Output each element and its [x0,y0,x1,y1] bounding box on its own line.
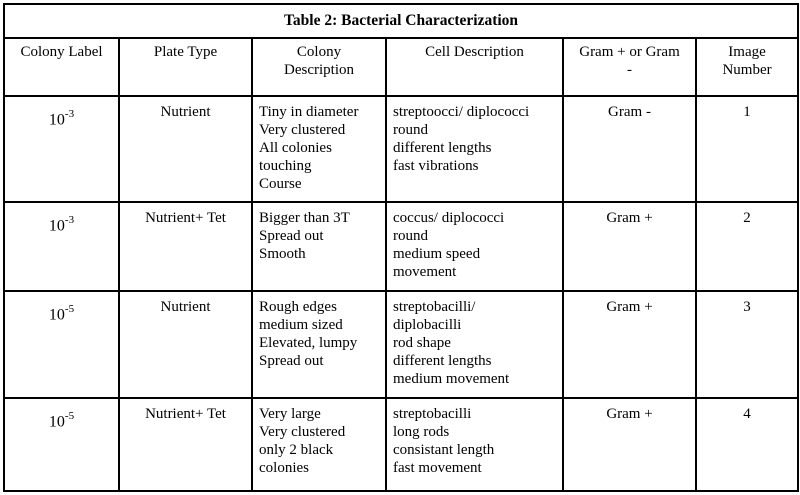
colony-description-cell: Tiny in diameter Very clustered All colo… [251,95,387,203]
cell-description-cell: streptobacilli long rods consistant leng… [385,397,564,492]
colony-description-cell: Rough edges medium sized Elevated, lumpy… [251,290,387,399]
colony-description-cell: Very large Very clustered only 2 black c… [251,397,387,492]
image-number-cell: 2 [694,201,800,292]
colony-label-cell: 10-3 [3,201,120,292]
image-number-cell: 1 [694,95,800,203]
table-row: 10-3 Nutrient+ Tet Bigger than 3T Spread… [3,201,800,292]
cell-description-cell: streptoocci/ diplococci round different … [385,95,564,203]
colony-label-cell: 10-5 [3,290,120,399]
table-header-row: Colony Label Plate Type Colony Descripti… [3,37,800,97]
table-row: 10-3 Nutrient Tiny in diameter Very clus… [3,95,800,203]
colony-label-cell: 10-5 [3,397,120,492]
bacterial-characterization-table: Table 2: Bacterial Characterization Colo… [2,3,800,492]
image-number-cell: 4 [694,397,800,492]
header-cell-description: Cell Description [385,37,564,97]
plate-type-cell: Nutrient [118,95,253,203]
cell-description-cell: streptobacilli/ diplobacilli rod shape d… [385,290,564,399]
table-row: 10-5 Nutrient Rough edges medium sized E… [3,290,800,399]
plate-type-cell: Nutrient+ Tet [118,397,253,492]
header-gram-stain: Gram + or Gram - [562,37,697,97]
header-image-number: Image Number [694,37,800,97]
image-number-cell: 3 [694,290,800,399]
gram-stain-cell: Gram + [562,397,697,492]
gram-stain-cell: Gram - [562,95,697,203]
plate-type-cell: Nutrient [118,290,253,399]
table-title-row: Table 2: Bacterial Characterization [2,3,800,39]
gram-stain-cell: Gram + [562,290,697,399]
plate-type-cell: Nutrient+ Tet [118,201,253,292]
header-colony-description: Colony Description [251,37,387,97]
table-row: 10-5 Nutrient+ Tet Very large Very clust… [3,397,800,492]
header-colony-label: Colony Label [3,37,120,97]
colony-label-cell: 10-3 [3,95,120,203]
gram-stain-cell: Gram + [562,201,697,292]
header-plate-type: Plate Type [118,37,253,97]
colony-description-cell: Bigger than 3T Spread out Smooth [251,201,387,292]
table-title: Table 2: Bacterial Characterization [2,3,800,39]
cell-description-cell: coccus/ diplococci round medium speed mo… [385,201,564,292]
